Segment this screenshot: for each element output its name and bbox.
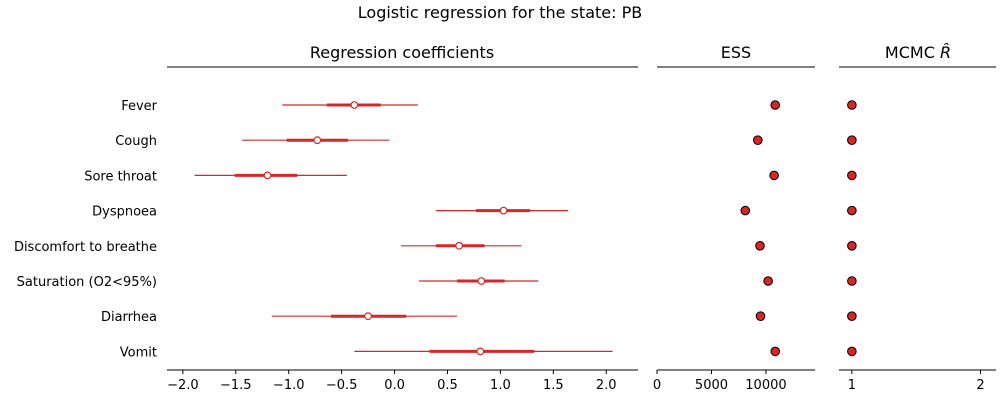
x-tick-label: 5000 — [695, 378, 728, 393]
mean-point-vomit — [476, 347, 485, 356]
panel-title-ess: ESS — [721, 43, 751, 62]
category-label-saturation-o2-95: Saturation (O2<95%) — [17, 275, 157, 290]
x-tick-label: 1.5 — [543, 378, 564, 393]
mean-point-fever — [350, 101, 359, 109]
rhat-point-diarrhea — [847, 311, 857, 322]
mean-point-dyspnoea — [499, 206, 508, 215]
x-tick-label: 2 — [976, 378, 984, 393]
ess-point-fever — [770, 100, 781, 110]
rhat-point-saturation-o2-95 — [847, 276, 857, 286]
category-label-vomit: Vomit — [120, 345, 157, 360]
x-tick-label: 1 — [848, 378, 856, 393]
rhat-point-fever — [847, 100, 857, 110]
ess-point-diarrhea — [755, 311, 766, 322]
mean-point-discomfort-to-breathe — [455, 241, 464, 250]
mean-point-sore-throat — [263, 171, 272, 180]
category-label-dyspnoea: Dyspnoea — [92, 205, 157, 220]
ess-point-discomfort-to-breathe — [755, 241, 765, 251]
category-label-fever: Fever — [121, 99, 157, 114]
x-tick-label: 10000 — [745, 378, 786, 393]
category-label-diarrhea: Diarrhea — [101, 310, 157, 325]
ess-panel: 0 5000 10000 — [653, 100, 815, 393]
category-label-sore-throat: Sore throat — [84, 169, 157, 184]
ess-point-cough — [752, 135, 763, 145]
ess-point-sore-throat — [769, 170, 779, 181]
mean-point-saturation-o2-95 — [477, 277, 486, 285]
category-labels: Fever Cough Sore throat Dyspnoea Discomfort … — [14, 99, 158, 360]
x-tick-label: 1.0 — [490, 378, 511, 393]
category-label-cough: Cough — [115, 134, 157, 149]
ess-point-dyspnoea — [740, 205, 751, 216]
rhat-point-discomfort-to-breathe — [847, 241, 857, 251]
ess-point-vomit — [770, 346, 781, 357]
rhat-point-vomit — [847, 346, 857, 357]
ess-point-saturation-o2-95 — [763, 276, 773, 286]
x-tick-label: 2.0 — [596, 378, 617, 393]
mean-point-cough — [313, 136, 322, 145]
x-tick-label: −2.0 — [167, 378, 199, 393]
x-tick-label: 0 — [653, 378, 661, 393]
rhat-point-sore-throat — [847, 170, 857, 181]
x-tick-label: −0.5 — [326, 378, 358, 393]
mean-point-diarrhea — [364, 312, 373, 321]
coefficients-panel: −2.0 −1.5 −1.0 −0.5 0.0 0.5 1.0 1.5 2.0 — [167, 101, 638, 393]
x-tick-label: 0.5 — [437, 378, 458, 393]
rhat-point-dyspnoea — [847, 205, 857, 216]
panel-title-rhat: MCMC R̂ — [885, 43, 951, 62]
category-label-discomfort-to-breathe: Discomfort to breathe — [14, 240, 157, 255]
panel-title-rhat-symbol: R̂ — [940, 43, 951, 62]
x-tick-label: −1.5 — [220, 378, 252, 393]
rhat-point-cough — [847, 135, 857, 145]
x-tick-label: −1.0 — [273, 378, 305, 393]
figure-title: Logistic regression for the state: PB — [358, 3, 642, 22]
panel-title-rhat-text: MCMC — [885, 43, 940, 62]
x-tick-label: 0.0 — [384, 378, 405, 393]
panel-title-coefficients: Regression coefficients — [310, 43, 494, 62]
